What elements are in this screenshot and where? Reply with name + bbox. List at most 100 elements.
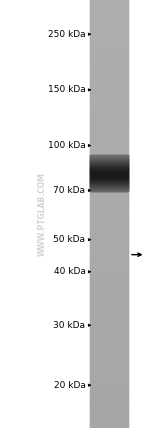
- Bar: [90, 180, 128, 181]
- Bar: [90, 39, 128, 42]
- Bar: [90, 54, 128, 56]
- Bar: [90, 309, 128, 311]
- Bar: [90, 351, 128, 354]
- Bar: [90, 159, 128, 160]
- Bar: [90, 160, 128, 161]
- Bar: [90, 178, 128, 179]
- Bar: [90, 235, 128, 237]
- Bar: [90, 136, 128, 138]
- Bar: [90, 247, 128, 250]
- Bar: [90, 229, 128, 231]
- Bar: [90, 29, 128, 31]
- Bar: [90, 165, 128, 167]
- Bar: [90, 32, 128, 34]
- Bar: [90, 186, 128, 187]
- Bar: [90, 6, 128, 9]
- Bar: [90, 49, 128, 51]
- Bar: [90, 51, 128, 53]
- Bar: [90, 89, 128, 91]
- Bar: [90, 166, 128, 167]
- Bar: [90, 161, 128, 162]
- Bar: [90, 178, 128, 179]
- Bar: [90, 156, 128, 157]
- Bar: [90, 179, 128, 181]
- Bar: [90, 137, 128, 140]
- Bar: [90, 209, 128, 211]
- Bar: [90, 159, 128, 161]
- Bar: [90, 123, 128, 125]
- Bar: [90, 162, 128, 164]
- Bar: [90, 167, 128, 168]
- Bar: [90, 239, 128, 241]
- Bar: [90, 179, 128, 180]
- Bar: [90, 387, 128, 389]
- Bar: [90, 76, 128, 78]
- Bar: [90, 286, 128, 288]
- Bar: [90, 82, 128, 84]
- Bar: [90, 188, 128, 189]
- Bar: [90, 296, 128, 298]
- Bar: [90, 167, 128, 168]
- Bar: [90, 350, 128, 352]
- Bar: [90, 92, 128, 94]
- Bar: [90, 203, 128, 205]
- Bar: [90, 233, 128, 235]
- Bar: [90, 401, 128, 404]
- Bar: [90, 158, 128, 160]
- Bar: [90, 187, 128, 188]
- Bar: [90, 189, 128, 190]
- Bar: [90, 24, 128, 26]
- Bar: [90, 3, 128, 6]
- Bar: [90, 265, 128, 267]
- Bar: [90, 62, 128, 64]
- Bar: [90, 175, 128, 176]
- Bar: [90, 423, 128, 425]
- Bar: [90, 79, 128, 81]
- Bar: [90, 359, 128, 361]
- Text: 250 kDa: 250 kDa: [48, 30, 86, 39]
- Bar: [90, 80, 128, 83]
- Bar: [90, 140, 128, 143]
- Bar: [90, 357, 128, 360]
- Bar: [90, 187, 128, 190]
- Bar: [90, 103, 128, 106]
- Bar: [90, 303, 128, 305]
- Bar: [90, 180, 128, 181]
- Bar: [90, 343, 128, 345]
- Bar: [90, 155, 128, 156]
- Bar: [90, 56, 128, 59]
- Bar: [90, 161, 128, 162]
- Bar: [90, 8, 128, 10]
- Bar: [90, 178, 128, 180]
- Bar: [90, 190, 128, 191]
- Bar: [90, 68, 128, 70]
- Bar: [90, 167, 128, 168]
- Bar: [90, 183, 128, 185]
- Bar: [90, 164, 128, 165]
- Bar: [90, 345, 128, 347]
- Bar: [90, 132, 128, 134]
- Bar: [90, 374, 128, 377]
- Bar: [90, 187, 128, 188]
- Bar: [90, 21, 128, 23]
- Bar: [90, 416, 128, 418]
- Bar: [90, 85, 128, 87]
- Bar: [90, 419, 128, 421]
- Bar: [90, 110, 128, 113]
- Bar: [90, 155, 128, 157]
- Bar: [90, 174, 128, 175]
- Bar: [90, 397, 128, 399]
- Bar: [90, 171, 128, 172]
- Bar: [90, 35, 128, 37]
- Bar: [90, 202, 128, 204]
- Bar: [90, 330, 128, 333]
- Bar: [90, 75, 128, 77]
- Bar: [90, 362, 128, 364]
- Bar: [90, 409, 128, 411]
- Bar: [90, 363, 128, 365]
- Bar: [90, 246, 128, 248]
- Bar: [90, 315, 128, 317]
- Bar: [90, 184, 128, 187]
- Bar: [90, 38, 128, 40]
- Bar: [90, 163, 128, 164]
